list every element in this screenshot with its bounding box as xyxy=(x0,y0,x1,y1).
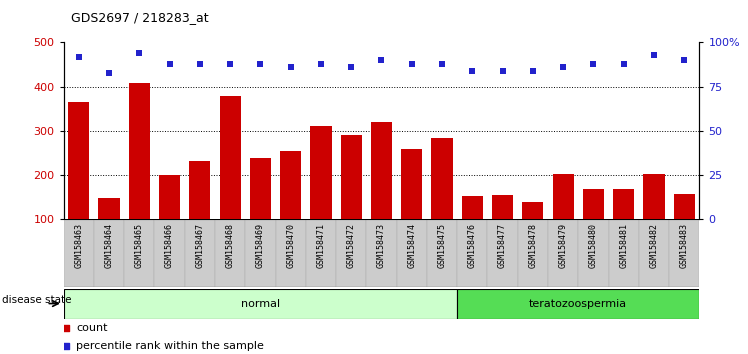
Text: disease state: disease state xyxy=(2,295,72,305)
Bar xyxy=(245,219,275,287)
Bar xyxy=(432,138,453,264)
Text: GSM158471: GSM158471 xyxy=(316,223,325,268)
Bar xyxy=(219,96,241,264)
Text: GSM158477: GSM158477 xyxy=(498,223,507,268)
Text: GSM158465: GSM158465 xyxy=(135,223,144,268)
Point xyxy=(405,61,417,67)
Bar xyxy=(548,219,578,287)
Point xyxy=(618,61,630,67)
Point xyxy=(224,61,236,67)
Bar xyxy=(401,149,423,264)
Text: GSM158468: GSM158468 xyxy=(226,223,235,268)
Bar xyxy=(578,219,609,287)
Point xyxy=(346,64,358,70)
Text: GSM158470: GSM158470 xyxy=(286,223,295,268)
Text: GSM158474: GSM158474 xyxy=(407,223,416,268)
Text: GSM158476: GSM158476 xyxy=(468,223,476,268)
Bar xyxy=(492,195,513,264)
Text: GSM158472: GSM158472 xyxy=(347,223,356,268)
Bar xyxy=(518,219,548,287)
Text: percentile rank within the sample: percentile rank within the sample xyxy=(76,341,264,351)
Text: normal: normal xyxy=(241,298,280,309)
Point xyxy=(227,275,239,281)
Text: GSM158478: GSM158478 xyxy=(528,223,537,268)
Bar xyxy=(129,83,150,264)
Text: GSM158479: GSM158479 xyxy=(559,223,568,268)
Text: GSM158466: GSM158466 xyxy=(165,223,174,268)
Bar xyxy=(64,219,94,287)
Text: count: count xyxy=(76,323,108,333)
Point xyxy=(527,68,539,74)
Point xyxy=(436,61,448,67)
Point xyxy=(678,57,690,63)
Text: GSM158463: GSM158463 xyxy=(74,223,83,268)
Bar xyxy=(64,289,457,319)
Point xyxy=(315,61,327,67)
Bar xyxy=(154,219,185,287)
Bar xyxy=(643,175,664,264)
Point xyxy=(103,70,115,75)
Point xyxy=(133,50,145,56)
Bar xyxy=(280,152,301,264)
Bar xyxy=(367,219,396,287)
Bar xyxy=(609,219,639,287)
Bar xyxy=(396,219,427,287)
Bar xyxy=(457,289,699,319)
Bar xyxy=(185,219,215,287)
Point xyxy=(227,116,239,122)
Point xyxy=(466,68,478,74)
Text: GDS2697 / 218283_at: GDS2697 / 218283_at xyxy=(71,11,209,24)
Point xyxy=(648,52,660,58)
Bar xyxy=(457,219,488,287)
Bar xyxy=(553,175,574,264)
Bar xyxy=(669,219,699,287)
Bar xyxy=(250,159,271,264)
Bar xyxy=(583,188,604,264)
Bar xyxy=(674,194,695,264)
Bar xyxy=(522,202,544,264)
Text: GSM158475: GSM158475 xyxy=(438,223,447,268)
Point xyxy=(164,61,176,67)
Bar xyxy=(639,219,669,287)
Text: GSM158469: GSM158469 xyxy=(256,223,265,268)
Point xyxy=(375,57,387,63)
Text: GSM158482: GSM158482 xyxy=(649,223,658,268)
Point xyxy=(194,61,206,67)
Point xyxy=(497,68,509,74)
Bar xyxy=(94,219,124,287)
Bar xyxy=(310,126,331,264)
Text: GSM158483: GSM158483 xyxy=(680,223,689,268)
Point xyxy=(587,61,599,67)
Bar xyxy=(275,219,306,287)
Point xyxy=(73,54,85,59)
Text: GSM158467: GSM158467 xyxy=(195,223,204,268)
Bar xyxy=(488,219,518,287)
Bar xyxy=(159,175,180,264)
Bar xyxy=(371,122,392,264)
Bar xyxy=(124,219,154,287)
Bar xyxy=(215,219,245,287)
Point xyxy=(285,64,297,70)
Bar xyxy=(427,219,457,287)
Bar xyxy=(68,102,89,264)
Bar xyxy=(613,188,634,264)
Point xyxy=(254,61,266,67)
Text: GSM158481: GSM158481 xyxy=(619,223,628,268)
Text: GSM158464: GSM158464 xyxy=(105,223,114,268)
Text: GSM158480: GSM158480 xyxy=(589,223,598,268)
Bar xyxy=(306,219,336,287)
Text: teratozoospermia: teratozoospermia xyxy=(530,298,628,309)
Bar xyxy=(340,135,362,264)
Point xyxy=(557,64,569,70)
Text: GSM158473: GSM158473 xyxy=(377,223,386,268)
Bar xyxy=(336,219,367,287)
Bar xyxy=(99,198,120,264)
Bar xyxy=(462,196,483,264)
Bar xyxy=(189,161,210,264)
